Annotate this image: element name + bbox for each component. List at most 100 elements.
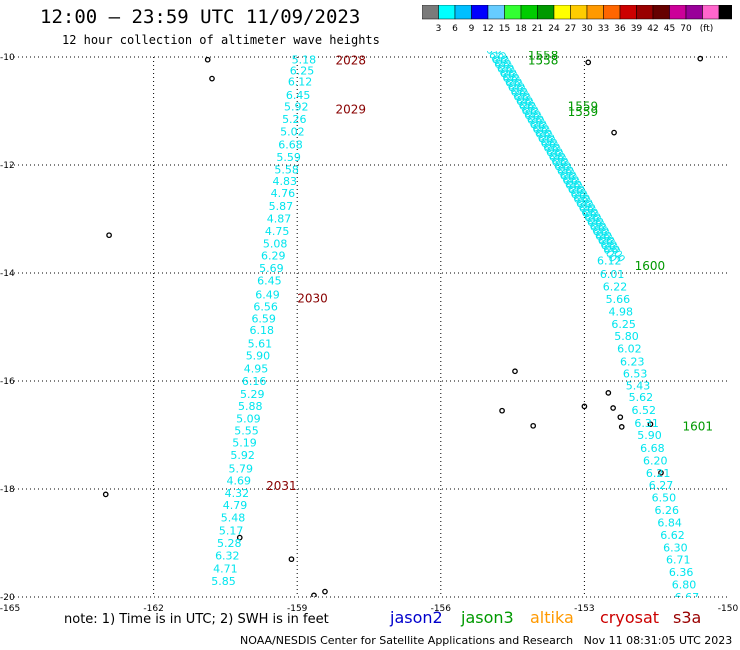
swh-value: 6.23	[620, 356, 645, 369]
legend-label: 33	[598, 24, 609, 34]
island-marker	[209, 75, 215, 82]
swh-value: 6.25	[290, 65, 315, 78]
pass-time-label: 1559	[568, 105, 599, 119]
swh-value: 6.67	[675, 591, 700, 604]
legend-label: 42	[647, 24, 658, 34]
swh-value: 6.12	[597, 255, 622, 268]
pass-time-label: 1558	[528, 54, 559, 68]
legend-label: 12	[482, 24, 493, 34]
swh-value: 6.26	[654, 504, 679, 517]
island-marker	[311, 592, 317, 597]
legend-label: (ft)	[700, 24, 714, 34]
legend-label: 24	[548, 24, 560, 34]
swh-value: 6.53	[623, 367, 648, 380]
island-marker	[617, 414, 624, 421]
island-marker	[697, 55, 704, 62]
island-marker	[530, 422, 537, 429]
swh-value: 6.68	[278, 138, 303, 151]
plot-area: 6.06.06.06.06.06.06.06.06.06.06.06.06.06…	[102, 48, 714, 604]
swh-value: 5.88	[238, 400, 263, 413]
swh-value: 6.68	[640, 442, 665, 455]
swh-value: 6.12	[288, 75, 313, 88]
swh-value: 5.29	[240, 388, 265, 401]
swh-value: 4.75	[265, 225, 290, 238]
legend-label: 70	[680, 24, 692, 34]
island-marker	[581, 403, 588, 410]
swh-value: 5.43	[626, 379, 651, 392]
y-tick-label: -12	[0, 161, 15, 171]
swh-value: 6.16	[242, 375, 267, 388]
island-marker	[605, 390, 612, 396]
y-tick-label: -16	[0, 377, 15, 387]
pass-time-label: 2029	[335, 102, 366, 116]
swh-value: 4.69	[227, 474, 252, 487]
swh-value: 5.19	[232, 437, 257, 450]
swh-value: 6.29	[261, 250, 286, 263]
legend-label: 9	[469, 24, 475, 34]
swh-value: 5.26	[282, 113, 307, 126]
swh-value: 6.52	[632, 404, 657, 417]
swh-value: 5.17	[219, 525, 244, 538]
swh-value: 6.31	[634, 417, 659, 430]
legend-label: 3	[436, 24, 442, 34]
swh-value: 6.18	[250, 324, 275, 337]
swh-value: 4.76	[271, 187, 296, 200]
swh-value: 6.45	[286, 89, 311, 102]
swh-value: 6.80	[672, 579, 697, 592]
y-tick-label: -10	[0, 53, 15, 63]
pass-time-label: 1559	[568, 100, 599, 114]
swh-value: 4.87	[267, 212, 292, 225]
swh-value: 5.48	[221, 512, 246, 525]
pass-time-label: 1558	[528, 48, 559, 62]
satellite-altika: altika	[530, 608, 574, 627]
y-tick-label: -18	[0, 485, 15, 495]
x-tick-label: -156	[431, 604, 452, 614]
swh-value: 6.84	[657, 516, 682, 529]
swh-value: 5.66	[606, 293, 631, 306]
swh-value: 4.79	[223, 499, 248, 512]
swh-value: 5.90	[637, 429, 662, 442]
swh-value: 5.55	[234, 425, 259, 438]
pass-time-label: 1600	[635, 259, 666, 273]
swh-value: 4.83	[273, 175, 298, 188]
island-marker	[106, 232, 112, 239]
swh-value: 6.59	[251, 312, 276, 325]
swh-value: 4.95	[244, 363, 269, 376]
satellite-cryosat: cryosat	[600, 608, 660, 627]
x-tick-label: -162	[143, 604, 163, 614]
legend-label: 21	[532, 24, 543, 34]
satellite-jason2: jason2	[390, 608, 443, 627]
pass-time-label: 1601	[683, 419, 714, 433]
legend-label: 36	[614, 24, 626, 34]
island-marker	[585, 59, 592, 66]
legend-label: 30	[581, 24, 593, 34]
swh-value: 6.56	[253, 300, 278, 313]
island-marker	[611, 129, 617, 136]
generated-timestamp: Nov 11 08:31:05 UTC 2023	[583, 634, 733, 647]
swh-value: 6.02	[617, 343, 642, 356]
island-marker	[288, 556, 295, 563]
swh-value: 5.58	[274, 163, 299, 176]
swh-value: 6.30	[663, 541, 688, 554]
credit-text: NOAA/NESDIS Center for Satellite Applica…	[240, 634, 574, 647]
credit-line: NOAA/NESDIS Center for Satellite Applica…	[240, 634, 732, 647]
swh-value: 5.87	[269, 200, 294, 213]
footnote: note: 1) Time is in UTC; 2) SWH is in fe…	[64, 612, 329, 627]
y-tick-label: -14	[0, 269, 15, 279]
swh-value: 5.62	[629, 391, 654, 404]
chart-subtitle: 12 hour collection of altimeter wave hei…	[62, 33, 380, 47]
island-marker	[647, 421, 654, 428]
swh-value: 5.92	[284, 101, 309, 114]
island-marker	[618, 424, 625, 430]
swh-value: 5.02	[280, 126, 305, 139]
x-tick-label: -159	[287, 604, 308, 614]
swh-value: 6.01	[600, 268, 625, 281]
swh-value: 6.25	[611, 318, 636, 331]
x-tick-label: -165	[0, 604, 20, 614]
swh-value: 6.27	[649, 479, 674, 492]
swh-value: 6.22	[603, 281, 628, 294]
color-scale-legend: 3 6 9 12 15 18 21 24 27 30 33 36 39 42 45 70 (ft)	[422, 5, 732, 34]
legend-label: 6	[452, 24, 458, 34]
swh-value: 5.59	[276, 151, 301, 164]
